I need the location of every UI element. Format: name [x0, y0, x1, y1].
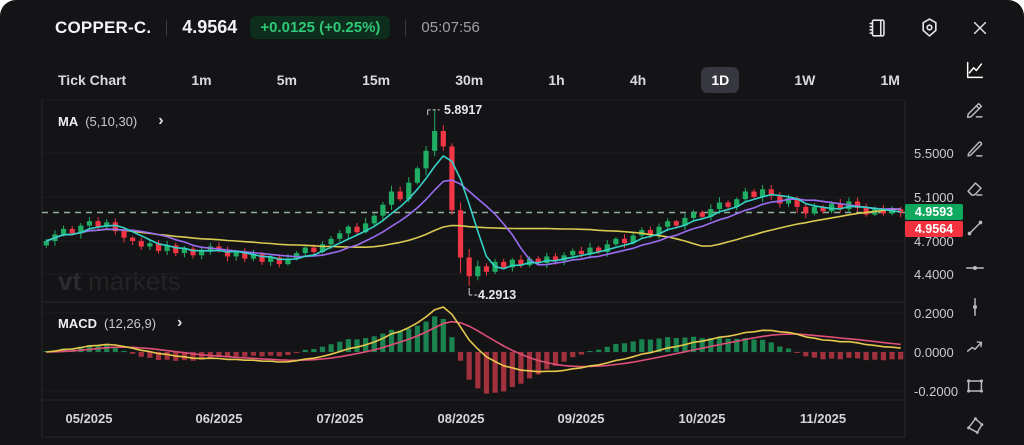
horizontal-line-icon[interactable]: [964, 257, 986, 279]
close-icon[interactable]: [968, 16, 992, 40]
macd-params: (12,26,9): [104, 315, 157, 331]
macd-indicator-row[interactable]: MACD (12,26,9) ›: [58, 315, 182, 331]
header: COPPER-C. 4.9564 +0.0125 (+0.25%) 05:07:…: [0, 0, 1024, 55]
tab-1d-selected[interactable]: 1D: [701, 67, 740, 93]
trend-arrow-icon[interactable]: [964, 336, 986, 358]
drawing-toolbar: [948, 55, 1002, 445]
x-axis-label: 09/2025: [557, 411, 605, 426]
chevron-right-icon: ›: [158, 112, 164, 129]
tab-1w[interactable]: 1W: [794, 72, 816, 88]
ma-label: MA: [58, 113, 79, 129]
tab-4h[interactable]: 4h: [629, 72, 647, 88]
high-annotation: 5.8917: [444, 103, 483, 117]
macd-tick: 0.2000: [914, 306, 954, 321]
vt-markets-watermark: vt markets: [58, 266, 181, 297]
tab-1m-month[interactable]: 1M: [880, 72, 900, 88]
x-axis-label: 08/2025: [437, 411, 485, 426]
low-annotation: 4.2913: [478, 288, 517, 302]
price-tick: 4.7000: [914, 234, 954, 249]
journal-icon[interactable]: [866, 16, 890, 40]
trend-line-icon[interactable]: [964, 217, 986, 239]
server-time: 05:07:56: [421, 19, 480, 36]
eraser-icon[interactable]: [964, 178, 986, 200]
divider: [166, 19, 168, 36]
x-axis-label: 06/2025: [195, 411, 243, 426]
last-price: 4.9564: [182, 17, 238, 37]
watermark-rest: markets: [88, 266, 181, 296]
price-tick: 5.5000: [914, 146, 954, 161]
polygon-icon[interactable]: [964, 415, 986, 437]
symbol-title: COPPER-C.: [55, 17, 152, 37]
x-axis-label: 11/2025: [799, 411, 847, 426]
tab-1h[interactable]: 1h: [548, 72, 565, 88]
chart-style-icon[interactable]: [964, 59, 986, 81]
x-axis-label: 05/2025: [65, 411, 113, 426]
price-tick: 5.1000: [914, 190, 954, 205]
tab-15m[interactable]: 15m: [362, 72, 391, 88]
tab-5m[interactable]: 5m: [276, 72, 297, 88]
pen-icon[interactable]: [964, 138, 986, 160]
macd-label: MACD: [58, 315, 97, 331]
vertical-line-icon[interactable]: [964, 296, 986, 318]
macd-tick: 0.0000: [914, 345, 954, 360]
watermark-bold: vt: [58, 266, 82, 296]
rectangle-icon[interactable]: [964, 375, 986, 397]
divider: [405, 19, 407, 36]
x-axis-label: 10/2025: [678, 411, 726, 426]
settings-gear-icon[interactable]: [917, 16, 941, 40]
tab-1m[interactable]: 1m: [191, 72, 212, 88]
ma-indicator-row[interactable]: MA (5,10,30) ›: [58, 113, 164, 129]
pencil-icon[interactable]: [964, 99, 986, 121]
last-close-badge: 4.9593: [905, 204, 963, 220]
macd-tick: -0.2000: [914, 384, 959, 399]
chevron-right-icon: ›: [177, 314, 183, 331]
tab-30m[interactable]: 30m: [455, 72, 484, 88]
current-price-badge: 4.9564: [905, 221, 963, 237]
timeframe-tabs: Tick Chart 1m 5m 15m 30m 1h 4h 1D 1W 1M: [48, 60, 910, 100]
price-change-badge: +0.0125 (+0.25%): [250, 16, 391, 39]
ma-params: (5,10,30): [85, 113, 138, 129]
price-tick: 4.4000: [914, 267, 954, 282]
x-axis-label: 07/2025: [316, 411, 364, 426]
tab-tick-chart[interactable]: Tick Chart: [58, 72, 127, 88]
